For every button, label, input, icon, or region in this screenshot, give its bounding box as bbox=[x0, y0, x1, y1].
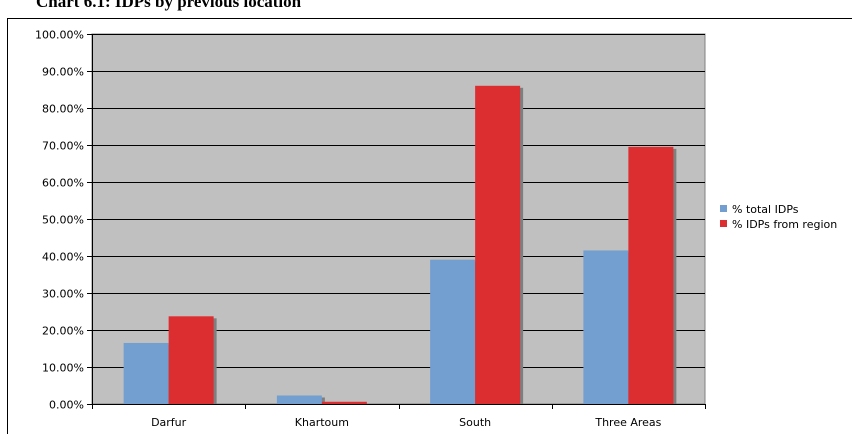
y-tick-label: 100.00% bbox=[35, 29, 84, 42]
x-axis-ticks: Darfur Khartoum South Three Areas bbox=[92, 404, 706, 429]
y-tick-label: 0.00% bbox=[49, 399, 84, 412]
y-tick-label: 30.00% bbox=[42, 288, 84, 301]
x-tick-label: Three Areas bbox=[594, 416, 661, 429]
bar bbox=[321, 401, 367, 404]
bar bbox=[123, 342, 169, 404]
bar bbox=[276, 395, 322, 404]
y-tick-label: 60.00% bbox=[42, 177, 84, 190]
y-axis-ticks: 0.00% 10.00% 20.00% 30.00% 40.00% 50.00% 60.00… bbox=[35, 29, 92, 412]
legend: % total IDPs % IDPs from region bbox=[720, 203, 837, 231]
bar bbox=[168, 316, 214, 404]
bar bbox=[628, 146, 674, 404]
x-tick-label: Khartoum bbox=[295, 416, 349, 429]
y-tick-label: 10.00% bbox=[42, 362, 84, 375]
y-tick-label: 70.00% bbox=[42, 140, 84, 153]
bar bbox=[430, 259, 476, 404]
x-tick-label: Darfur bbox=[151, 416, 187, 429]
bar bbox=[475, 85, 521, 405]
y-tick-label: 80.00% bbox=[42, 103, 84, 116]
y-tick-label: 20.00% bbox=[42, 325, 84, 338]
bars bbox=[123, 85, 677, 405]
y-tick-label: 90.00% bbox=[42, 66, 84, 79]
legend-swatch bbox=[720, 205, 727, 212]
bar bbox=[583, 250, 629, 404]
legend-label: % total IDPs bbox=[732, 203, 799, 216]
y-tick-label: 50.00% bbox=[42, 214, 84, 227]
legend-label: % IDPs from region bbox=[732, 218, 837, 231]
legend-swatch bbox=[720, 220, 727, 227]
chart-frame bbox=[7, 18, 852, 434]
chart-title: Chart 6.1: IDPs by previous location bbox=[36, 0, 302, 11]
x-tick-label: South bbox=[459, 416, 491, 429]
axes bbox=[92, 34, 705, 405]
y-tick-label: 40.00% bbox=[42, 251, 84, 264]
